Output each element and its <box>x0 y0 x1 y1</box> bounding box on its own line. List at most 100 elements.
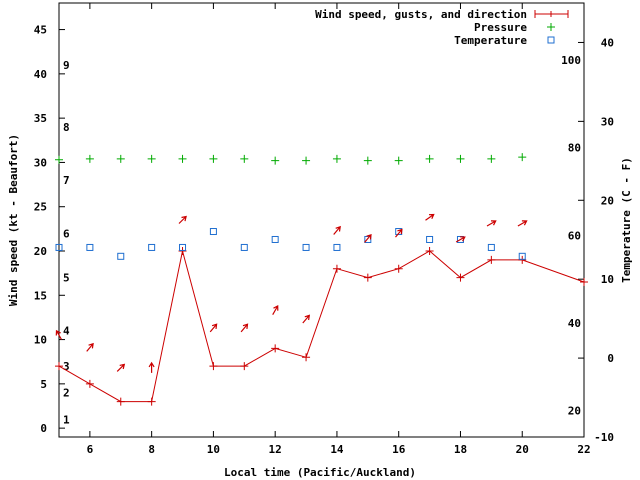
wind-direction-arrow <box>302 314 311 324</box>
y-axis-left-label: Wind speed (kt - Beaufort) <box>7 134 20 306</box>
wind-speed-point <box>332 264 341 273</box>
wind-direction-arrow <box>178 215 187 224</box>
wind-speed-point <box>209 362 218 371</box>
wind-speed-point <box>425 247 434 255</box>
temperature-point <box>117 252 125 260</box>
temperature-point <box>333 243 341 251</box>
wind-direction-arrow <box>240 323 249 333</box>
temperature-point <box>179 243 187 251</box>
wind-speed-point <box>178 247 187 255</box>
pressure-point <box>116 154 125 163</box>
wind-direction-arrow <box>364 233 372 243</box>
wind-direction-arrow <box>486 220 497 227</box>
beaufort-tick-label: 7 <box>63 174 70 187</box>
y-axis-right-label: Temperature (C - F) <box>620 157 633 283</box>
beaufort-tick-label: 6 <box>63 227 70 240</box>
pressure-point <box>178 154 187 163</box>
temperature-point <box>55 243 63 251</box>
legend-wind-marker <box>548 11 554 17</box>
wind-direction-arrow <box>148 361 155 373</box>
beaufort-tick-label: 5 <box>63 272 70 285</box>
temperature-point <box>148 243 156 251</box>
wind-speed-point <box>456 273 465 282</box>
y-left-tick-label: 20 <box>34 245 47 258</box>
wind-speed-point <box>55 362 63 371</box>
fahrenheit-tick-label: 40 <box>568 317 581 330</box>
wind-speed-line <box>58 250 585 403</box>
fahrenheit-tick-label: 100 <box>561 54 581 67</box>
temperature-point <box>271 235 279 243</box>
beaufort-tick-label: 4 <box>63 325 70 338</box>
x-tick-label: 10 <box>207 443 220 456</box>
x-tick-label: 8 <box>148 443 155 456</box>
x-tick-label: 20 <box>516 443 529 456</box>
legend-wind-label: Wind speed, gusts, and direction <box>315 8 527 21</box>
legend-pressure-marker <box>547 23 555 31</box>
pressure-point <box>302 156 311 165</box>
wind-direction-arrow <box>333 225 341 235</box>
pressure-point <box>209 154 218 163</box>
wind-speed-point <box>580 278 588 286</box>
legend-pressure-label: Pressure <box>474 21 527 34</box>
wind-speed-point <box>85 379 94 388</box>
pressure-point <box>487 154 496 163</box>
wind-direction-arrow <box>116 363 126 372</box>
x-tick-label: 16 <box>392 443 406 456</box>
wind-speed-point <box>302 353 311 362</box>
data-marks <box>55 153 588 406</box>
temperature-point <box>209 228 217 236</box>
pressure-point <box>85 154 94 163</box>
legend-temperature-marker <box>547 36 555 44</box>
plot-frame <box>58 2 585 438</box>
pressure-point <box>147 154 156 163</box>
temperature-point <box>426 235 434 243</box>
fahrenheit-tick-label: 80 <box>568 142 581 155</box>
pressure-point <box>240 154 249 163</box>
wind-direction-arrow <box>272 305 279 315</box>
x-tick-label: 14 <box>330 443 344 456</box>
y-left-tick-label: 30 <box>34 156 47 169</box>
x-tick-label: 12 <box>269 443 282 456</box>
pressure-point <box>456 154 465 163</box>
wind-speed-point <box>116 397 125 406</box>
x-tick-label: 18 <box>454 443 467 456</box>
temperature-point <box>302 243 310 251</box>
x-tick-label: 6 <box>87 443 94 456</box>
wind-direction-arrow <box>86 342 94 352</box>
y-right-tick-label: 30 <box>601 115 614 128</box>
temperature-point <box>364 235 372 243</box>
wind-speed-point <box>271 344 280 353</box>
wind-direction-arrow <box>517 220 528 227</box>
temperature-point <box>240 243 248 251</box>
wind-speed-point <box>518 255 527 264</box>
wind-direction-arrow <box>425 213 435 221</box>
fahrenheit-tick-label: 20 <box>568 405 581 418</box>
y-right-tick-label: 10 <box>601 273 614 286</box>
y-right-tick-label: 20 <box>601 194 614 207</box>
beaufort-tick-label: 2 <box>63 387 70 400</box>
beaufort-tick-label: 8 <box>63 121 70 134</box>
pressure-point <box>271 156 280 165</box>
y-left-tick-label: 0 <box>40 422 47 435</box>
y-right-tick-label: 0 <box>607 352 614 365</box>
temperature-point <box>487 243 495 251</box>
x-tick-label: 22 <box>577 443 590 456</box>
y-left-tick-label: 15 <box>34 289 47 302</box>
y-left-tick-label: 10 <box>34 334 47 347</box>
y-left-tick-label: 25 <box>34 201 47 214</box>
wind-direction-arrow <box>455 236 466 243</box>
pressure-point <box>394 156 403 165</box>
wind-direction-arrow <box>395 228 403 238</box>
temperature-point <box>86 243 94 251</box>
beaufort-tick-label: 9 <box>63 59 70 72</box>
x-axis-label: Local time (Pacific/Auckland) <box>224 466 416 479</box>
wind-direction-arrow <box>209 323 218 333</box>
temperature-point <box>518 252 526 260</box>
pressure-point <box>518 153 527 162</box>
wind-direction-arrow <box>55 329 63 340</box>
beaufort-tick-label: 1 <box>63 413 70 426</box>
wind-speed-point <box>394 264 403 273</box>
wind-speed-point <box>363 273 372 282</box>
